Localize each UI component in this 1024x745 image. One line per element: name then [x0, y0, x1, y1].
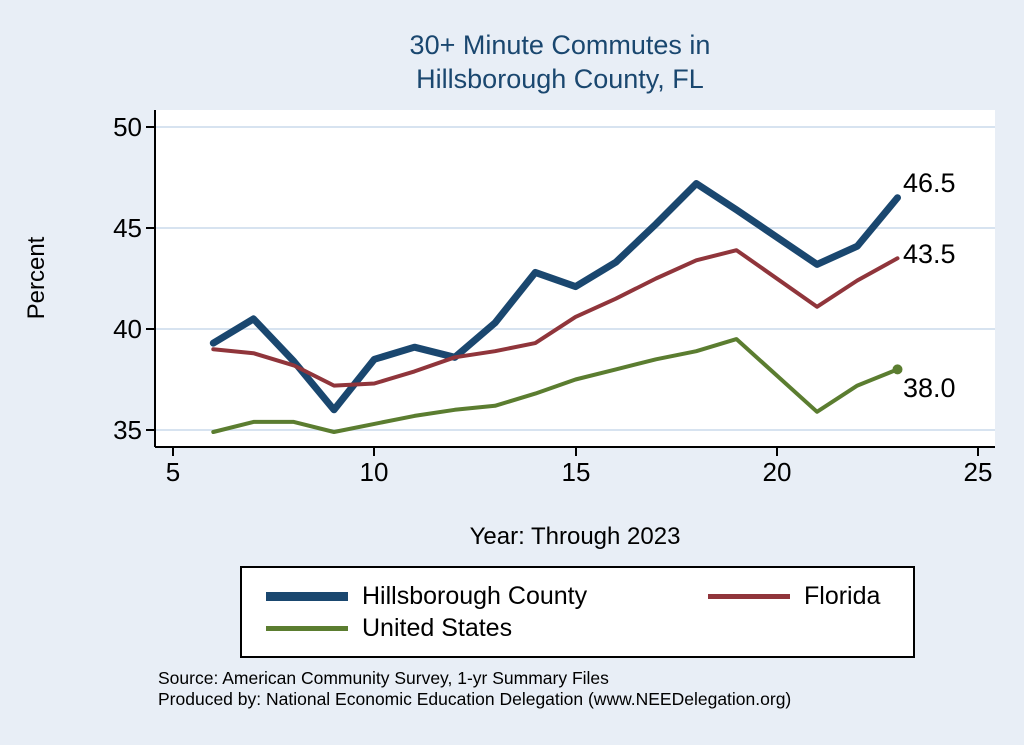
chart-title-line-1: 30+ Minute Commutes in — [409, 30, 711, 60]
end-label-florida: 43.5 — [903, 239, 956, 269]
legend-swatch-hillsborough — [266, 591, 348, 601]
legend-item-florida: Florida — [708, 582, 880, 611]
end-label-hillsborough: 46.5 — [903, 168, 956, 198]
y-tick-label-40: 40 — [113, 314, 142, 344]
end-label-united-states: 38.0 — [903, 373, 956, 403]
y-tick-label-35: 35 — [113, 415, 142, 445]
legend-item-hillsborough-county: Hillsborough County — [266, 582, 708, 611]
source-line-1: Source: American Community Survey, 1-yr … — [158, 668, 609, 688]
legend-swatch-florida — [708, 593, 790, 599]
source-notes: Source: American Community Survey, 1-yr … — [158, 668, 791, 710]
legend-item-united-states: United States — [266, 614, 708, 643]
y-axis-title: Percent — [23, 236, 50, 319]
x-tick-label-20: 20 — [763, 457, 792, 487]
plot-area — [155, 110, 995, 447]
x-tick-label-5: 5 — [166, 457, 180, 487]
series-florida-line — [211, 248, 900, 388]
legend-row-1: Hillsborough County Florida — [266, 582, 889, 611]
series-group — [209, 180, 903, 434]
chart-title-line-2: Hillsborough County, FL — [416, 64, 704, 94]
gridlines — [155, 126, 995, 431]
series-end-marker — [892, 364, 903, 375]
x-tick-label-25: 25 — [964, 457, 993, 487]
legend-swatch-united-states — [266, 625, 348, 631]
legend-label-hillsborough: Hillsborough County — [362, 581, 588, 610]
x-tick-label-15: 15 — [562, 457, 591, 487]
legend-label-florida: Florida — [804, 581, 881, 610]
series-united-states-line — [211, 337, 900, 434]
legend: Hillsborough County Florida United State… — [240, 566, 915, 658]
x-tick-label-10: 10 — [360, 457, 389, 487]
chart-title: 30+ Minute Commutes in Hillsborough Coun… — [120, 28, 1000, 96]
source-line-2: Produced by: National Economic Education… — [158, 689, 792, 709]
legend-row-2: United States — [266, 614, 889, 643]
y-tick-label-50: 50 — [113, 112, 142, 142]
y-tick-label-45: 45 — [113, 213, 142, 243]
x-axis-title: Year: Through 2023 — [470, 523, 681, 550]
legend-label-united-states: United States — [362, 613, 513, 642]
series-hillsborough-county-line — [209, 180, 901, 414]
axes — [146, 110, 995, 456]
